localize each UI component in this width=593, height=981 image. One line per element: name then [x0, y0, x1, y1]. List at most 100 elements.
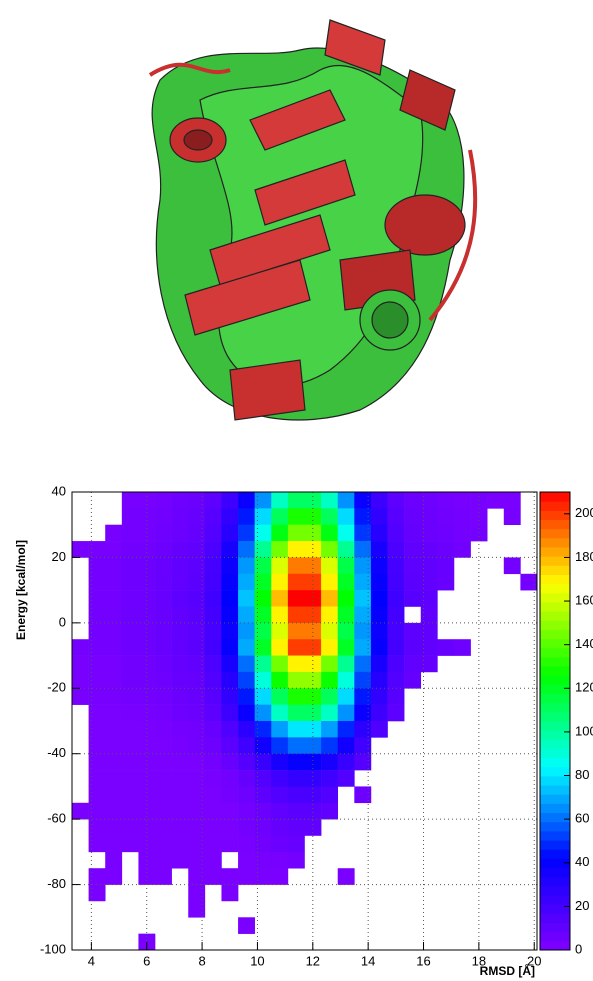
- heatmap-cell: [221, 819, 239, 836]
- heatmap-cell: [370, 606, 388, 624]
- heatmap-cell: [420, 492, 438, 509]
- heatmap-cell: [404, 655, 422, 673]
- heatmap-cell: [188, 835, 206, 853]
- heatmap-cell: [105, 835, 123, 853]
- colorbar-band: [540, 510, 570, 520]
- heatmap-cell: [437, 573, 455, 591]
- heatmap-cell: [105, 770, 123, 787]
- heatmap-cell: [221, 639, 239, 656]
- heatmap-cell: [105, 590, 123, 607]
- heatmap-cell: [387, 573, 405, 591]
- heatmap-cell: [171, 851, 189, 869]
- heatmap-cell: [105, 753, 123, 771]
- heatmap-cell: [204, 622, 222, 640]
- heatmap-cell: [88, 606, 106, 624]
- colorbar-band: [540, 492, 570, 502]
- colorbar-band: [540, 556, 570, 566]
- heatmap-cell: [287, 802, 305, 820]
- heatmap-cell: [138, 639, 156, 656]
- heatmap-cell: [321, 492, 339, 509]
- heatmap-cell: [155, 835, 172, 853]
- heatmap-cell: [354, 704, 372, 722]
- heatmap-cell: [221, 671, 239, 689]
- heatmap-cell: [387, 557, 405, 575]
- heatmap-cell: [304, 590, 322, 607]
- colorbar-tick-label: 80: [575, 767, 589, 782]
- heatmap-cell: [238, 622, 255, 640]
- colorbar-band: [540, 711, 570, 722]
- heatmap-cell: [287, 606, 305, 624]
- heatmap-cell: [171, 770, 189, 787]
- colorbar-band: [540, 519, 570, 530]
- heatmap-cell: [204, 557, 222, 575]
- heatmap-cell: [354, 508, 372, 526]
- colorbar-band: [540, 546, 570, 557]
- heatmap-cell: [337, 492, 355, 509]
- colorbar-tick-label: 100: [575, 723, 593, 738]
- heatmap-cell: [238, 557, 255, 575]
- heatmap-cell: [221, 835, 239, 853]
- heatmap-cell: [221, 786, 239, 804]
- heatmap-cell: [287, 851, 305, 869]
- heatmap-cell: [321, 753, 339, 771]
- heatmap-cell: [254, 819, 272, 836]
- colorbar-band: [540, 629, 570, 640]
- heatmap-cell: [287, 557, 305, 575]
- heatmap-cell: [188, 622, 206, 640]
- heatmap-cell: [271, 770, 289, 787]
- heatmap-cell: [321, 721, 339, 738]
- heatmap-cell: [171, 622, 189, 640]
- heatmap-cell: [404, 557, 422, 575]
- heatmap-cell: [171, 688, 189, 705]
- heatmap-cell: [404, 541, 422, 558]
- heatmap-cell: [287, 704, 305, 722]
- heatmap-cell: [337, 753, 355, 771]
- heatmap-cell: [188, 590, 206, 607]
- heatmap-cell: [238, 917, 255, 934]
- heatmap-cell: [105, 622, 123, 640]
- heatmap-cell: [420, 541, 438, 558]
- heatmap-cell: [238, 590, 255, 607]
- heatmap-cell: [204, 655, 222, 673]
- colorbar-band: [540, 721, 570, 731]
- heatmap-cell: [121, 786, 139, 804]
- colorbar-band: [540, 876, 570, 887]
- heatmap-cell: [354, 688, 372, 705]
- heatmap-cell: [155, 524, 172, 542]
- heatmap-cell: [287, 541, 305, 558]
- colorbar-band: [540, 830, 570, 841]
- heatmap-cell: [271, 573, 289, 591]
- heatmap-cell: [387, 590, 405, 607]
- heatmap-cell: [387, 639, 405, 656]
- heatmap-cell: [321, 508, 339, 526]
- heatmap-cell: [453, 639, 471, 656]
- heatmap-cell: [271, 606, 289, 624]
- heatmap-cell: [72, 688, 89, 705]
- heatmap-cell: [88, 868, 106, 885]
- heatmap-cell: [287, 655, 305, 673]
- heatmap-cell: [520, 573, 538, 591]
- heatmap-cell: [238, 639, 255, 656]
- heatmap-cell: [370, 655, 388, 673]
- heatmap-cell: [121, 590, 139, 607]
- heatmap-cell: [138, 590, 156, 607]
- heatmap-cell: [188, 688, 206, 705]
- heatmap-cell: [287, 721, 305, 738]
- colorbar-tick-label: 180: [575, 549, 593, 564]
- heatmap-cell: [304, 606, 322, 624]
- heatmap-cell: [204, 606, 222, 624]
- y-tick-label: -80: [47, 876, 66, 891]
- x-tick-label: 10: [250, 953, 264, 968]
- heatmap-cell: [404, 639, 422, 656]
- heatmap-cell: [105, 786, 123, 804]
- heatmap-cell: [387, 508, 405, 526]
- heatmap-cell: [238, 704, 255, 722]
- heatmap-cell: [321, 557, 339, 575]
- heatmap-cell: [238, 868, 255, 885]
- heatmap-cell: [337, 622, 355, 640]
- heatmap-cell: [221, 688, 239, 705]
- heatmap-cell: [121, 524, 139, 542]
- heatmap-cell: [221, 573, 239, 591]
- heatmap-cell: [370, 573, 388, 591]
- heatmap-cell: [72, 671, 89, 689]
